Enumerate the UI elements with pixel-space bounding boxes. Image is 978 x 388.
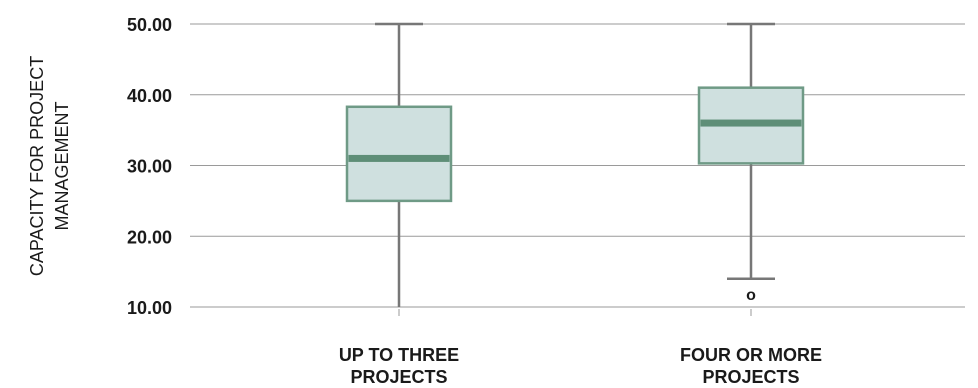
y-axis-label-line-2: MANAGEMENT [52, 101, 72, 230]
outlier-marker-1: o [746, 287, 756, 304]
box-group-2: o [697, 22, 805, 316]
median-line [348, 154, 450, 162]
category-label-1-line-2: PROJECTS [350, 367, 447, 387]
y-axis-ticks: 10.00 20.00 30.00 40.00 50.00 [127, 15, 172, 318]
category-label-2-line-1: FOUR OR MORE [680, 345, 822, 365]
category-label-2-line-2: PROJECTS [702, 367, 799, 387]
y-axis-label: CAPACITY FOR PROJECT MANAGEMENT [27, 56, 72, 276]
category-label-1-line-1: UP TO THREE [339, 345, 459, 365]
y-tick-label-0: 10.00 [127, 298, 172, 318]
y-tick-label-3: 40.00 [127, 86, 172, 106]
median-line [700, 119, 802, 127]
grid-lines [190, 23, 965, 308]
y-tick-label-1: 20.00 [127, 227, 172, 247]
y-tick-label-2: 30.00 [127, 157, 172, 177]
y-tick-label-4: 50.00 [127, 15, 172, 35]
box-group-1 [345, 22, 453, 316]
x-axis-category-labels: UP TO THREE PROJECTS FOUR OR MORE PROJEC… [339, 345, 822, 387]
boxes: o [345, 22, 805, 316]
y-axis-label-line-1: CAPACITY FOR PROJECT [27, 56, 47, 276]
iqr-box [345, 105, 453, 203]
